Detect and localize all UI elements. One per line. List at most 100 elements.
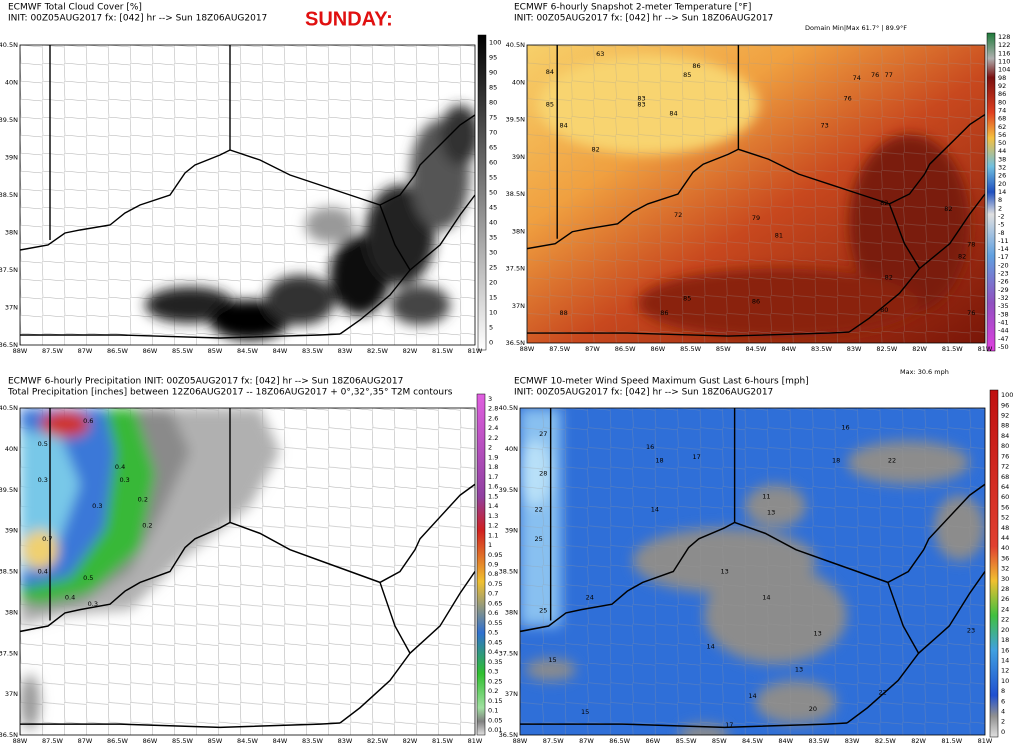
map-value-label: 86 <box>660 309 668 317</box>
colorbar-label: 0.7 <box>488 590 498 598</box>
colorbar <box>986 32 996 352</box>
lon-label: 81.5W <box>941 737 962 745</box>
lon-label: 81W <box>978 737 993 745</box>
map-value-label: 0.2 <box>142 522 152 530</box>
colorbar-label: 0.8 <box>488 570 498 578</box>
colorbar-label: 32 <box>998 164 1006 172</box>
map-value-label: 63 <box>596 50 604 58</box>
colorbar-label: 40 <box>489 219 497 227</box>
colorbar-label: 52 <box>1001 514 1009 522</box>
lat-label: 36.5N <box>0 341 18 349</box>
colorbar-label: 20 <box>998 180 1006 188</box>
lon-label: 85W <box>208 347 223 355</box>
colorbar-label: -20 <box>998 261 1009 269</box>
colorbar-label: 80 <box>489 99 497 107</box>
colorbar-label: 20 <box>489 279 497 287</box>
map-value-label: 15 <box>581 708 589 716</box>
map-value-label: 76 <box>843 95 851 103</box>
lon-label: 87W <box>78 347 93 355</box>
lon-label: 81.5W <box>432 347 453 355</box>
labels: ECMWF Total Cloud Cover [%]INIT: 00Z05AU… <box>0 3 1013 746</box>
map-frame <box>19 407 476 736</box>
colorbar-label: 76 <box>1001 452 1009 460</box>
map-value-label: 0.3 <box>38 476 48 484</box>
lon-label: 87.5W <box>42 347 63 355</box>
colorbar-label: 22 <box>1001 616 1009 624</box>
colorbar-label: 96 <box>1001 401 1009 409</box>
map-value-label: 86 <box>692 62 700 70</box>
lat-label: 37.5N <box>506 265 525 273</box>
colorbar-label: 92 <box>998 82 1006 90</box>
lon-label: 84.5W <box>742 737 763 745</box>
lon-label: 82W <box>403 737 418 745</box>
panel-subtitle: Total Precipitation [inches] between 12Z… <box>7 388 453 398</box>
colorbar-label: 70 <box>489 129 497 137</box>
wind-map <box>520 408 985 735</box>
lon-label: 82.5W <box>367 347 388 355</box>
colorbar-label: -50 <box>998 343 1009 351</box>
colorbar-label: 100 <box>1001 391 1013 399</box>
lon-label: 88W <box>13 737 28 745</box>
map-value-label: 81 <box>775 232 783 240</box>
map-value-label: 16 <box>646 443 654 451</box>
map-value-label: 27 <box>539 430 547 438</box>
lat-label: 39.5N <box>0 116 18 124</box>
map-value-label: 22 <box>888 456 896 464</box>
map-value-label: 0.3 <box>119 476 129 484</box>
colorbar-label: 10 <box>489 309 497 317</box>
map-value-label: 83 <box>637 101 645 109</box>
lon-label: 87.5W <box>543 737 564 745</box>
colorbar-label: 60 <box>489 159 497 167</box>
colorbar-label: 62 <box>998 123 1006 131</box>
colorbar-label: 2.8 <box>488 405 498 413</box>
map-value-label: 13 <box>720 568 728 576</box>
colorbar <box>989 389 999 738</box>
lon-label: 83.5W <box>811 345 832 353</box>
map-value-label: 22 <box>534 505 542 513</box>
colorbar-label: 6 <box>1001 697 1005 705</box>
map-value-label: 0.5 <box>83 574 93 582</box>
lon-label: 81W <box>978 345 993 353</box>
colorbar-label: 0.95 <box>488 551 502 559</box>
colorbar-label: -14 <box>998 245 1009 253</box>
colorbar-label: 1.5 <box>488 492 498 500</box>
panel-note: Domain Min|Max 61.7° | 89.9°F <box>805 24 907 32</box>
colorbar-label: 38 <box>998 155 1006 163</box>
map-value-label: 17 <box>693 453 701 461</box>
colorbar-label: 68 <box>998 115 1006 123</box>
lat-label: 39N <box>512 153 525 161</box>
panel-title: ECMWF Total Cloud Cover [%] <box>8 3 142 13</box>
lon-label: 82.5W <box>875 737 896 745</box>
map-value-label: 88 <box>559 309 567 317</box>
colorbar-label: 0.1 <box>488 707 498 715</box>
lon-label: 86W <box>143 737 158 745</box>
lat-label: 38.5N <box>0 568 18 576</box>
colorbar-label: 88 <box>1001 422 1009 430</box>
lon-label: 87W <box>579 737 594 745</box>
map-value-label: 14 <box>762 594 770 602</box>
lat-label: 38.5N <box>0 191 18 199</box>
lon-label: 84W <box>781 345 796 353</box>
lat-label: 40.5N <box>506 41 525 49</box>
colorbar-label: 0.5 <box>488 629 498 637</box>
colorbar-label: -8 <box>998 229 1004 237</box>
colorbar <box>476 393 486 736</box>
lon-label: 83W <box>845 737 860 745</box>
colorbar-label: 68 <box>1001 473 1009 481</box>
map-value-label: 20 <box>809 705 817 713</box>
lon-label: 88W <box>520 345 535 353</box>
colorbar-label: 0.05 <box>488 716 502 724</box>
colorbar-label: 0.3 <box>488 668 498 676</box>
precipitation-map <box>20 408 475 735</box>
lon-label: 86W <box>143 347 158 355</box>
cloud-map <box>20 45 475 345</box>
colorbar-label: -41 <box>998 318 1009 326</box>
lat-label: 37N <box>5 304 18 312</box>
lat-label: 40.5N <box>0 404 18 412</box>
lat-label: 38.5N <box>499 568 518 576</box>
colorbar-label: 2.2 <box>488 434 498 442</box>
lon-label: 85W <box>712 737 727 745</box>
map-value-label: 85 <box>683 294 691 302</box>
lon-label: 85W <box>716 345 731 353</box>
lon-label: 84.5W <box>237 737 258 745</box>
